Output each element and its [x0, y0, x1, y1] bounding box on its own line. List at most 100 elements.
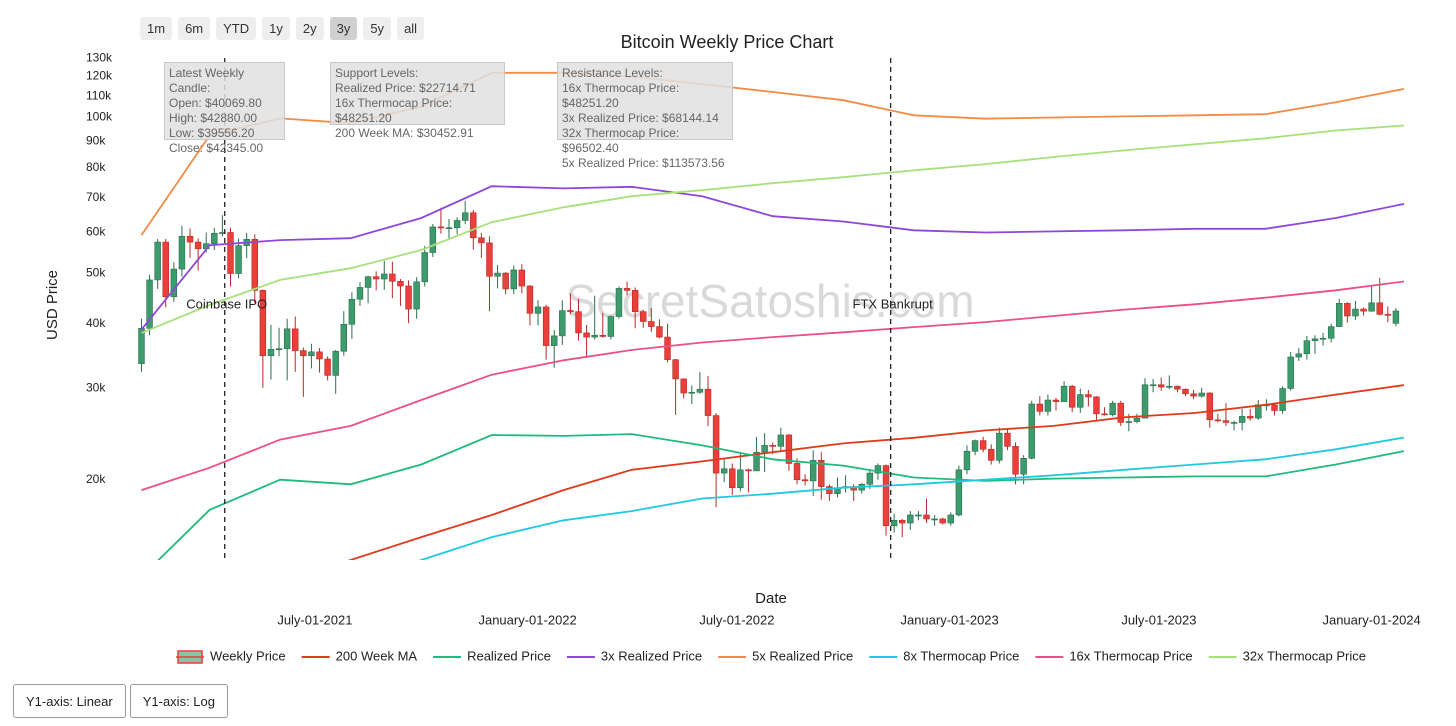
legend-label: 200 Week MA	[336, 648, 418, 663]
info-line: Resistance Levels:	[562, 66, 663, 80]
indicator-line	[140, 185, 1404, 330]
candle-body	[567, 310, 574, 312]
candle-body	[591, 334, 598, 338]
range-button[interactable]: all	[397, 17, 425, 40]
candle-body	[389, 273, 396, 282]
candle-body	[259, 290, 267, 357]
candle-body	[793, 463, 801, 481]
range-button[interactable]: 1y	[262, 17, 290, 40]
candle-body	[720, 468, 728, 474]
y-axis-selector: Y1-axis: Linear Y1-axis: Log	[13, 684, 228, 718]
range-button[interactable]: 3y	[329, 17, 358, 40]
legend-item: 8x Thermocap Price	[869, 648, 1019, 663]
range-button[interactable]: 6m	[178, 17, 211, 40]
candle-body	[899, 520, 906, 524]
candle-body	[923, 514, 930, 520]
candle-body	[818, 460, 825, 487]
legend-label: 3x Realized Price	[601, 648, 702, 663]
candle-body	[1125, 421, 1133, 423]
candle-body	[753, 451, 760, 472]
y-tick-label: 80k	[86, 160, 106, 174]
candle-body	[1206, 392, 1213, 421]
candle-body	[656, 326, 663, 338]
chart-title: Bitcoin Weekly Price Chart	[621, 32, 834, 52]
candle-body	[1157, 384, 1165, 388]
range-button[interactable]: 5y	[363, 17, 392, 40]
y-tick-label: 90k	[86, 133, 106, 147]
info-box: Support Levels: Realized Price: $22714.71…	[330, 62, 505, 140]
candle-body	[1004, 432, 1011, 447]
x-tick-label: January-01-2022	[478, 612, 576, 627]
candle-body	[559, 310, 566, 337]
candle-body	[1020, 457, 1027, 475]
indicator-line	[418, 436, 1404, 560]
candle-body	[1287, 356, 1294, 389]
candle-body	[146, 279, 153, 329]
candle-body	[1052, 399, 1060, 402]
candle-body	[227, 232, 234, 274]
candle-body	[737, 469, 744, 489]
candle-body	[1222, 420, 1230, 423]
legend-item: Realized Price	[433, 648, 551, 663]
y-axis-button[interactable]: Y1-axis: Linear	[13, 684, 126, 718]
candle-body	[801, 479, 809, 482]
range-button[interactable]: 2y	[295, 17, 324, 40]
candle-body	[769, 445, 776, 447]
candle-body	[971, 440, 979, 452]
candle-body	[809, 460, 817, 482]
candle-body	[324, 358, 331, 376]
candle-body	[1109, 402, 1116, 416]
indicator-line	[141, 280, 1404, 491]
candle-body	[1166, 385, 1173, 388]
candle-body	[542, 306, 550, 346]
range-button[interactable]: YTD	[216, 17, 257, 40]
info-line: 3x Realized Price: $68144.14	[562, 111, 719, 125]
candle-body	[1255, 404, 1262, 419]
candle-body	[1198, 392, 1205, 397]
candle-body	[955, 469, 963, 516]
candle-body	[1133, 417, 1141, 422]
y-tick-label: 30k	[86, 381, 106, 395]
candle-body	[939, 518, 946, 524]
candle-body	[1303, 340, 1311, 355]
candle-body	[332, 350, 339, 376]
y-axis-button[interactable]: Y1-axis: Log	[129, 684, 228, 718]
candle-body	[308, 351, 315, 357]
candle-body	[340, 324, 348, 352]
info-line: Realized Price: $22714.71	[335, 81, 476, 95]
candle-body	[615, 288, 623, 317]
x-tick-label: July-01-2022	[699, 612, 774, 627]
candle-body	[1141, 384, 1149, 419]
legend-item: Weekly Price	[176, 648, 286, 664]
info-line: Latest Weekly Candle:	[169, 66, 245, 95]
candle-body	[162, 241, 169, 298]
candle-body	[186, 235, 194, 243]
candle-body	[882, 465, 890, 527]
legend-label: 5x Realized Price	[752, 648, 853, 663]
y-axis-label: USD Price	[44, 270, 61, 340]
info-line: 200 Week MA: $30452.91	[335, 126, 474, 140]
candle-body	[1012, 446, 1019, 475]
candle-body	[696, 388, 704, 393]
candle-body	[364, 276, 372, 288]
candle-body	[1077, 394, 1084, 408]
candle-body	[154, 241, 161, 281]
candle-body	[631, 290, 639, 312]
info-line: Open: $40069.80	[169, 96, 262, 110]
range-button[interactable]: 1m	[140, 17, 173, 40]
candle-body	[486, 242, 493, 277]
candle-body	[1352, 308, 1359, 317]
legend-label: Weekly Price	[210, 648, 286, 663]
candle-body	[890, 520, 898, 527]
candle-body	[979, 440, 987, 450]
candle-body	[672, 359, 679, 380]
candle-body	[996, 432, 1003, 461]
candle-body	[947, 514, 954, 524]
candle-body	[138, 327, 145, 364]
candle-body	[623, 288, 631, 291]
legend-item: 32x Thermocap Price	[1208, 648, 1366, 663]
info-line: 16x Thermocap Price: $48251.20	[335, 96, 453, 125]
candle-body	[1279, 388, 1286, 411]
candle-body	[510, 269, 517, 290]
